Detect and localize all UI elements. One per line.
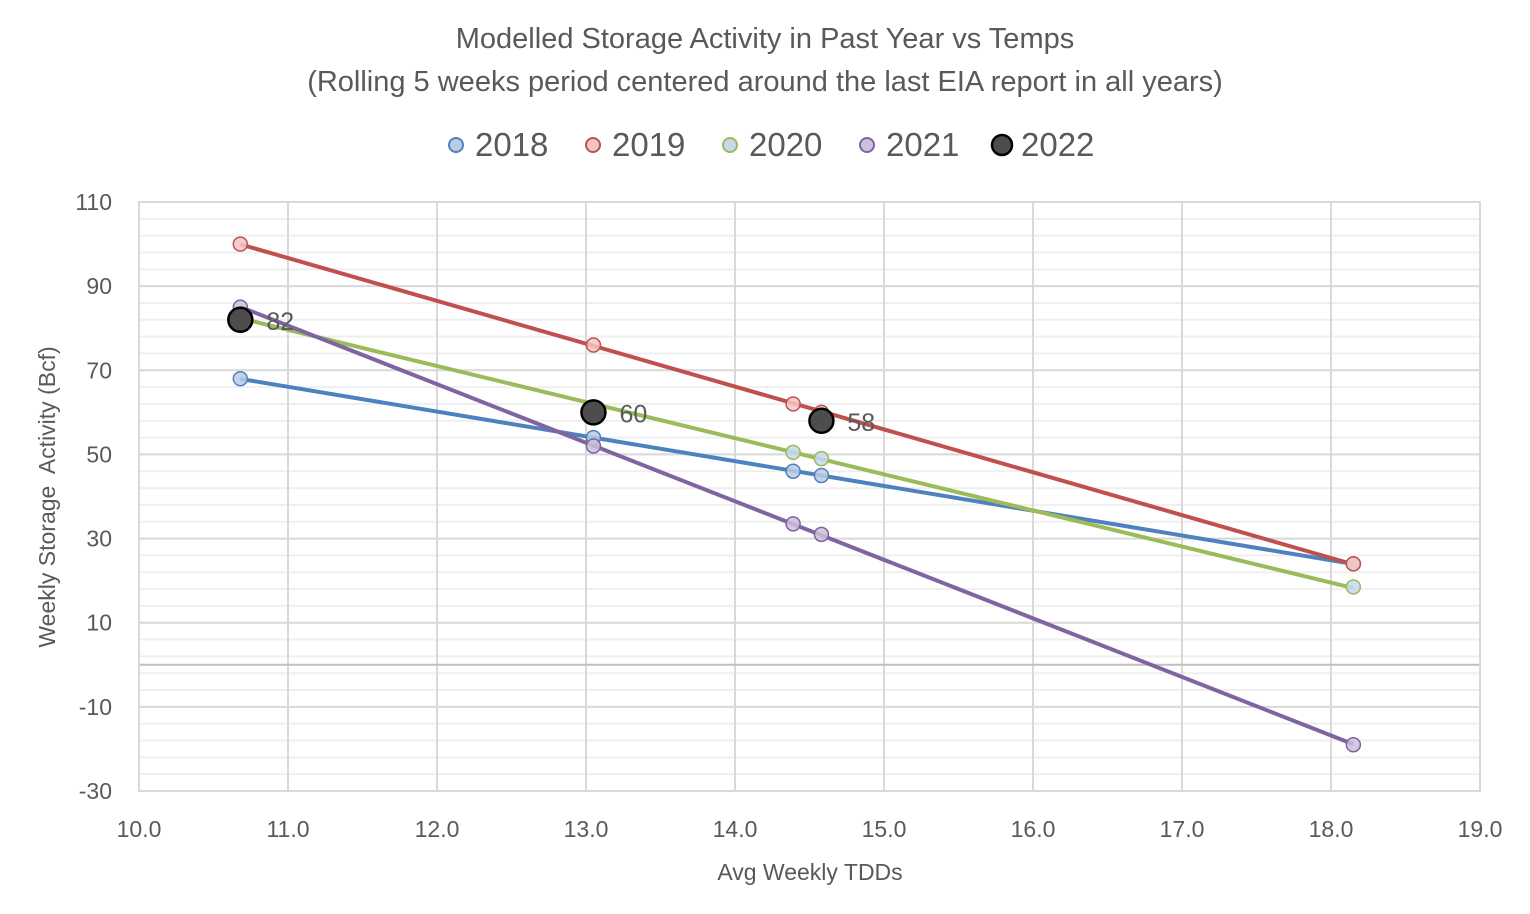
marker-2022 [580,399,607,426]
x-axis-ticks: 10.0 11.0 12.0 13.0 14.0 15.0 16.0 17.0 18.0 19.0 [117,816,1503,842]
marker-2021 [585,438,602,454]
y-axis-ticks: 110 90 70 50 30 10 -10 -30 [75,189,112,804]
x-tick-label: 13.0 [564,816,609,842]
y-tick-label: -10 [79,694,112,720]
legend-label-2021: 2021 [886,126,959,163]
y-tick-label: 50 [86,441,112,467]
y-tick-label: -30 [79,778,112,804]
marker-2020 [813,450,830,467]
legend-marker-2022 [990,133,1014,157]
data-label-2022: 60 [619,400,647,428]
data-labels: 82 60 58 [266,308,875,437]
plot-area-border [138,201,1481,792]
legend-marker-2020 [722,137,738,153]
data-label-2022: 58 [847,409,875,437]
x-axis-label: Avg Weekly TDDs [717,859,902,885]
x-tick-label: 17.0 [1160,816,1205,842]
x-tick-label: 18.0 [1309,816,1354,842]
data-label-2022: 82 [266,308,294,336]
marker-2020 [1345,579,1362,595]
marker-2021 [1345,736,1362,753]
marker-2018 [232,370,249,387]
y-tick-label: 70 [86,357,112,383]
x-tick-label: 11.0 [266,816,309,842]
marker-2022 [227,306,254,334]
marker-2022 [808,407,835,435]
legend-label-2019: 2019 [612,126,685,163]
legend-marker-2018 [448,137,464,153]
major-gridlines [138,201,1481,792]
legend-label-2018: 2018 [475,126,548,163]
chart-subtitle: (Rolling 5 weeks period centered around … [307,66,1223,98]
marker-2019 [232,236,249,252]
x-tick-label: 10.0 [117,816,162,842]
y-tick-label: 10 [86,610,112,636]
x-tick-label: 12.0 [415,816,460,842]
y-axis-label: Weekly Storage Activity (Bcf) [34,346,60,647]
legend-marker-2019 [585,137,601,153]
marker-2021 [813,526,830,543]
markers [227,236,1362,753]
x-tick-label: 16.0 [1011,816,1056,842]
legend-label-2022: 2022 [1021,126,1094,163]
marker-2018 [813,467,830,484]
y-tick-label: 30 [86,526,112,552]
marker-2019 [785,396,801,412]
plot-frame [138,201,1481,792]
legend: 2018 2019 2020 2021 2022 [448,126,1094,163]
legend-marker-2021 [859,137,875,153]
marker-2020 [785,444,801,461]
marker-2018 [785,463,801,480]
minor-gridlines [139,201,1480,792]
x-tick-label: 14.0 [713,816,758,842]
x-tick-label: 15.0 [862,816,907,842]
chart-title: Modelled Storage Activity in Past Year v… [456,23,1074,55]
marker-2019 [585,337,602,353]
y-tick-label: 110 [75,189,112,215]
y-tick-label: 90 [86,273,112,299]
marker-2021 [785,516,801,532]
x-tick-label: 19.0 [1458,816,1503,842]
legend-label-2020: 2020 [749,126,822,163]
marker-2019 [1345,556,1362,572]
